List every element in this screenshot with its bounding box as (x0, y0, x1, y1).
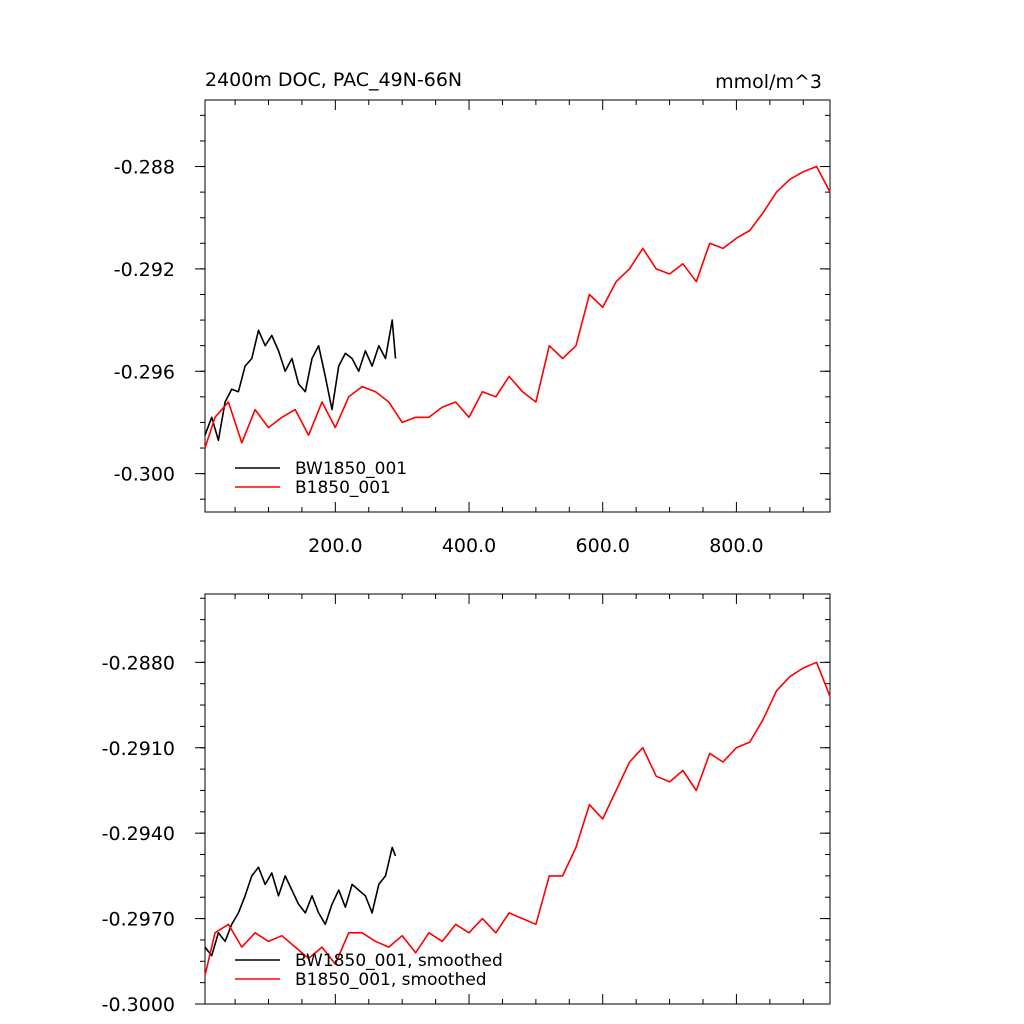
x-tick-label: 200.0 (308, 535, 362, 557)
x-tick-label: 800.0 (709, 535, 763, 557)
legend-label: B1850_001, smoothed (295, 970, 487, 990)
chart-title: 2400m DOC, PAC_49N-66N (205, 69, 462, 91)
series-line-bw1850-001-smoothed (204, 846, 397, 957)
legend-label: BW1850_001, smoothed (295, 951, 503, 971)
units-label: mmol/m^3 (715, 71, 822, 93)
y-tick-label: -0.2970 (102, 909, 175, 931)
series-line-b1850-001 (204, 165, 831, 449)
y-tick-label: -0.292 (114, 259, 175, 281)
y-tick-label: -0.2880 (102, 652, 175, 674)
legend-label: BW1850_001 (295, 459, 407, 479)
y-tick-label: -0.300 (114, 464, 175, 486)
x-tick-label: 600.0 (576, 535, 630, 557)
plot-frame (204, 99, 831, 513)
x-tick-label: 400.0 (442, 535, 496, 557)
y-tick-label: -0.2940 (102, 823, 175, 845)
legend-label: B1850_001 (295, 478, 391, 498)
y-tick-label: -0.296 (114, 361, 175, 383)
plot-frame (204, 593, 831, 1005)
series-line-b1850-001-smoothed (204, 661, 831, 976)
y-tick-label: -0.2910 (102, 738, 175, 760)
bottom-panel: -0.2880 -0.2910 -0.2940 -0.2970 -0.3000 BW185… (102, 593, 831, 1016)
y-tick-label: -0.288 (114, 157, 175, 179)
y-tick-label: -0.3000 (102, 994, 175, 1016)
top-panel: 2400m DOC, PAC_49N-66N mmol/m^3 200.0 400.0… (114, 69, 831, 557)
series-line-bw1850-001 (204, 319, 397, 442)
